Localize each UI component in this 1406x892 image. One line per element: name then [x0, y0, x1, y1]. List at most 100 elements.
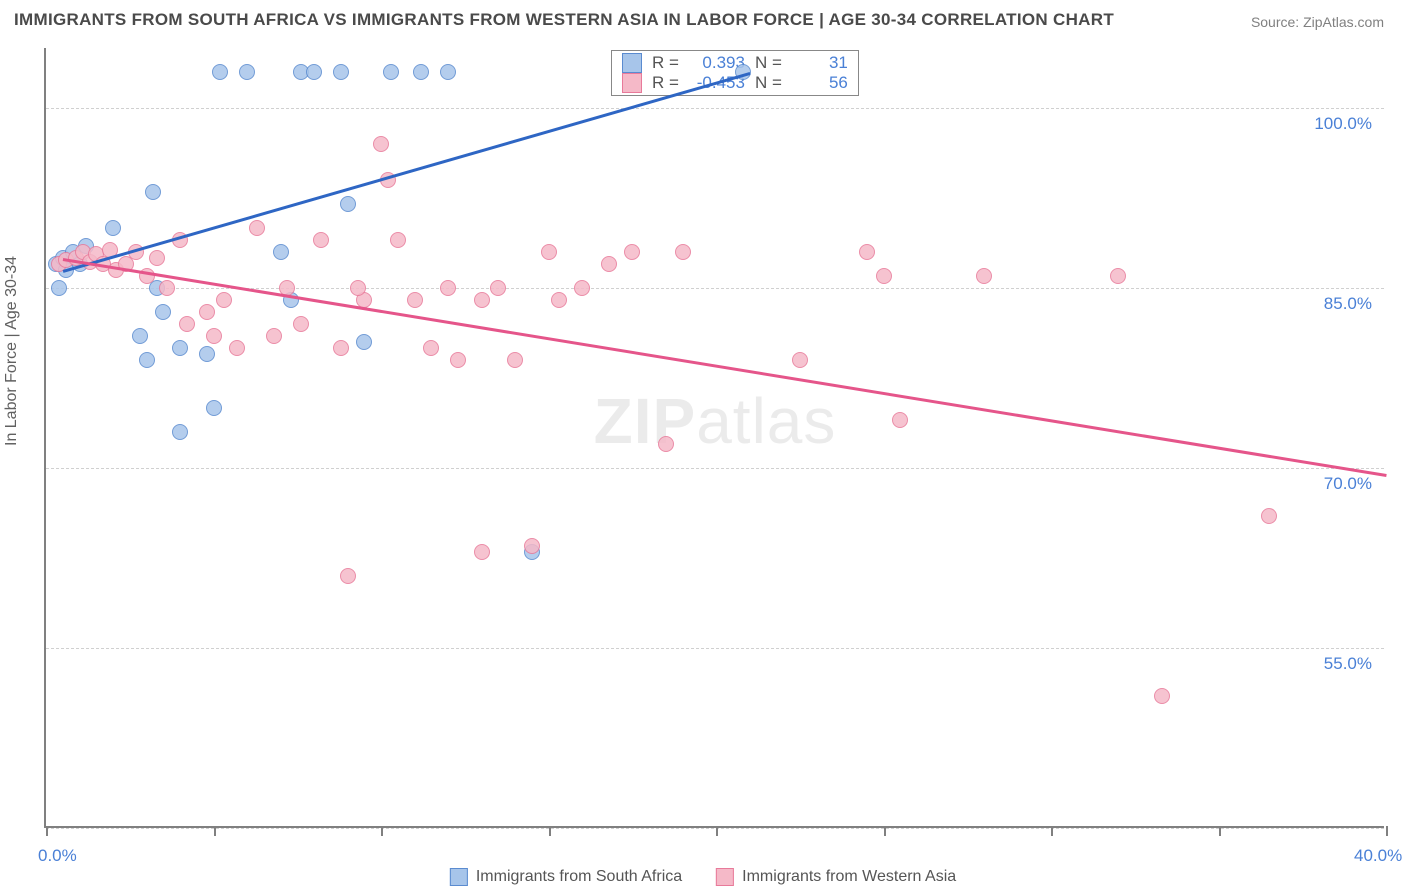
watermark: ZIPatlas: [594, 384, 837, 458]
data-point: [450, 352, 466, 368]
data-point: [206, 328, 222, 344]
gridline: [46, 468, 1384, 469]
data-point: [306, 64, 322, 80]
data-point: [407, 292, 423, 308]
data-point: [423, 340, 439, 356]
n-label: N =: [751, 53, 786, 73]
data-point: [490, 280, 506, 296]
legend-label: Immigrants from South Africa: [476, 868, 682, 886]
data-point: [474, 292, 490, 308]
x-tick: [381, 826, 383, 836]
data-point: [1110, 268, 1126, 284]
gridline: [46, 108, 1384, 109]
data-point: [333, 64, 349, 80]
x-tick: [1051, 826, 1053, 836]
data-point: [293, 316, 309, 332]
data-point: [155, 304, 171, 320]
y-axis-label: In Labor Force | Age 30-34: [3, 256, 21, 446]
data-point: [383, 64, 399, 80]
data-point: [507, 352, 523, 368]
data-point: [132, 328, 148, 344]
data-point: [792, 352, 808, 368]
legend-item: Immigrants from South Africa: [450, 868, 682, 886]
data-point: [199, 346, 215, 362]
x-tick: [1386, 826, 1388, 836]
data-point: [624, 244, 640, 260]
r-label: R =: [648, 73, 683, 93]
chart-title: IMMIGRANTS FROM SOUTH AFRICA VS IMMIGRAN…: [14, 10, 1114, 30]
data-point: [440, 280, 456, 296]
data-point: [145, 184, 161, 200]
data-point: [859, 244, 875, 260]
data-point: [474, 544, 490, 560]
trend-line: [62, 72, 749, 272]
x-tick-label: 0.0%: [38, 846, 77, 866]
legend-swatch: [716, 868, 734, 886]
x-tick: [549, 826, 551, 836]
data-point: [1261, 508, 1277, 524]
data-point: [313, 232, 329, 248]
data-point: [239, 64, 255, 80]
r-label: R =: [648, 53, 683, 73]
x-tick: [214, 826, 216, 836]
data-point: [524, 538, 540, 554]
y-tick-label: 55.0%: [1324, 654, 1372, 674]
data-point: [179, 316, 195, 332]
y-tick-label: 70.0%: [1324, 474, 1372, 494]
data-point: [340, 196, 356, 212]
data-point: [390, 232, 406, 248]
data-point: [199, 304, 215, 320]
x-tick: [884, 826, 886, 836]
data-point: [212, 64, 228, 80]
data-point: [172, 424, 188, 440]
trend-line: [63, 258, 1387, 476]
data-point: [149, 250, 165, 266]
data-point: [976, 268, 992, 284]
data-point: [340, 568, 356, 584]
data-point: [356, 334, 372, 350]
legend-item: Immigrants from Western Asia: [716, 868, 956, 886]
data-point: [273, 244, 289, 260]
data-point: [229, 340, 245, 356]
data-point: [266, 328, 282, 344]
data-point: [658, 436, 674, 452]
x-tick: [716, 826, 718, 836]
data-point: [541, 244, 557, 260]
n-value: 56: [792, 73, 848, 93]
data-point: [172, 340, 188, 356]
data-point: [51, 280, 67, 296]
data-point: [350, 280, 366, 296]
legend-label: Immigrants from Western Asia: [742, 868, 956, 886]
data-point: [440, 64, 456, 80]
scatter-plot-area: ZIPatlas R =0.393N =31R =-0.453N =56 55.…: [44, 48, 1384, 828]
data-point: [892, 412, 908, 428]
data-point: [413, 64, 429, 80]
data-point: [601, 256, 617, 272]
legend-swatch: [450, 868, 468, 886]
data-point: [876, 268, 892, 284]
gridline: [46, 648, 1384, 649]
legend-swatch: [622, 53, 642, 73]
n-value: 31: [792, 53, 848, 73]
data-point: [551, 292, 567, 308]
data-point: [105, 220, 121, 236]
gridline: [46, 828, 1384, 829]
data-point: [333, 340, 349, 356]
source-attribution: Source: ZipAtlas.com: [1251, 14, 1384, 30]
data-point: [216, 292, 232, 308]
data-point: [206, 400, 222, 416]
x-tick-label: 40.0%: [1354, 846, 1402, 866]
data-point: [139, 352, 155, 368]
y-tick-label: 100.0%: [1314, 114, 1372, 134]
data-point: [249, 220, 265, 236]
legend-swatch: [622, 73, 642, 93]
x-tick: [1219, 826, 1221, 836]
x-tick: [46, 826, 48, 836]
data-point: [675, 244, 691, 260]
y-tick-label: 85.0%: [1324, 294, 1372, 314]
data-point: [574, 280, 590, 296]
data-point: [159, 280, 175, 296]
data-point: [1154, 688, 1170, 704]
n-label: N =: [751, 73, 786, 93]
data-point: [373, 136, 389, 152]
